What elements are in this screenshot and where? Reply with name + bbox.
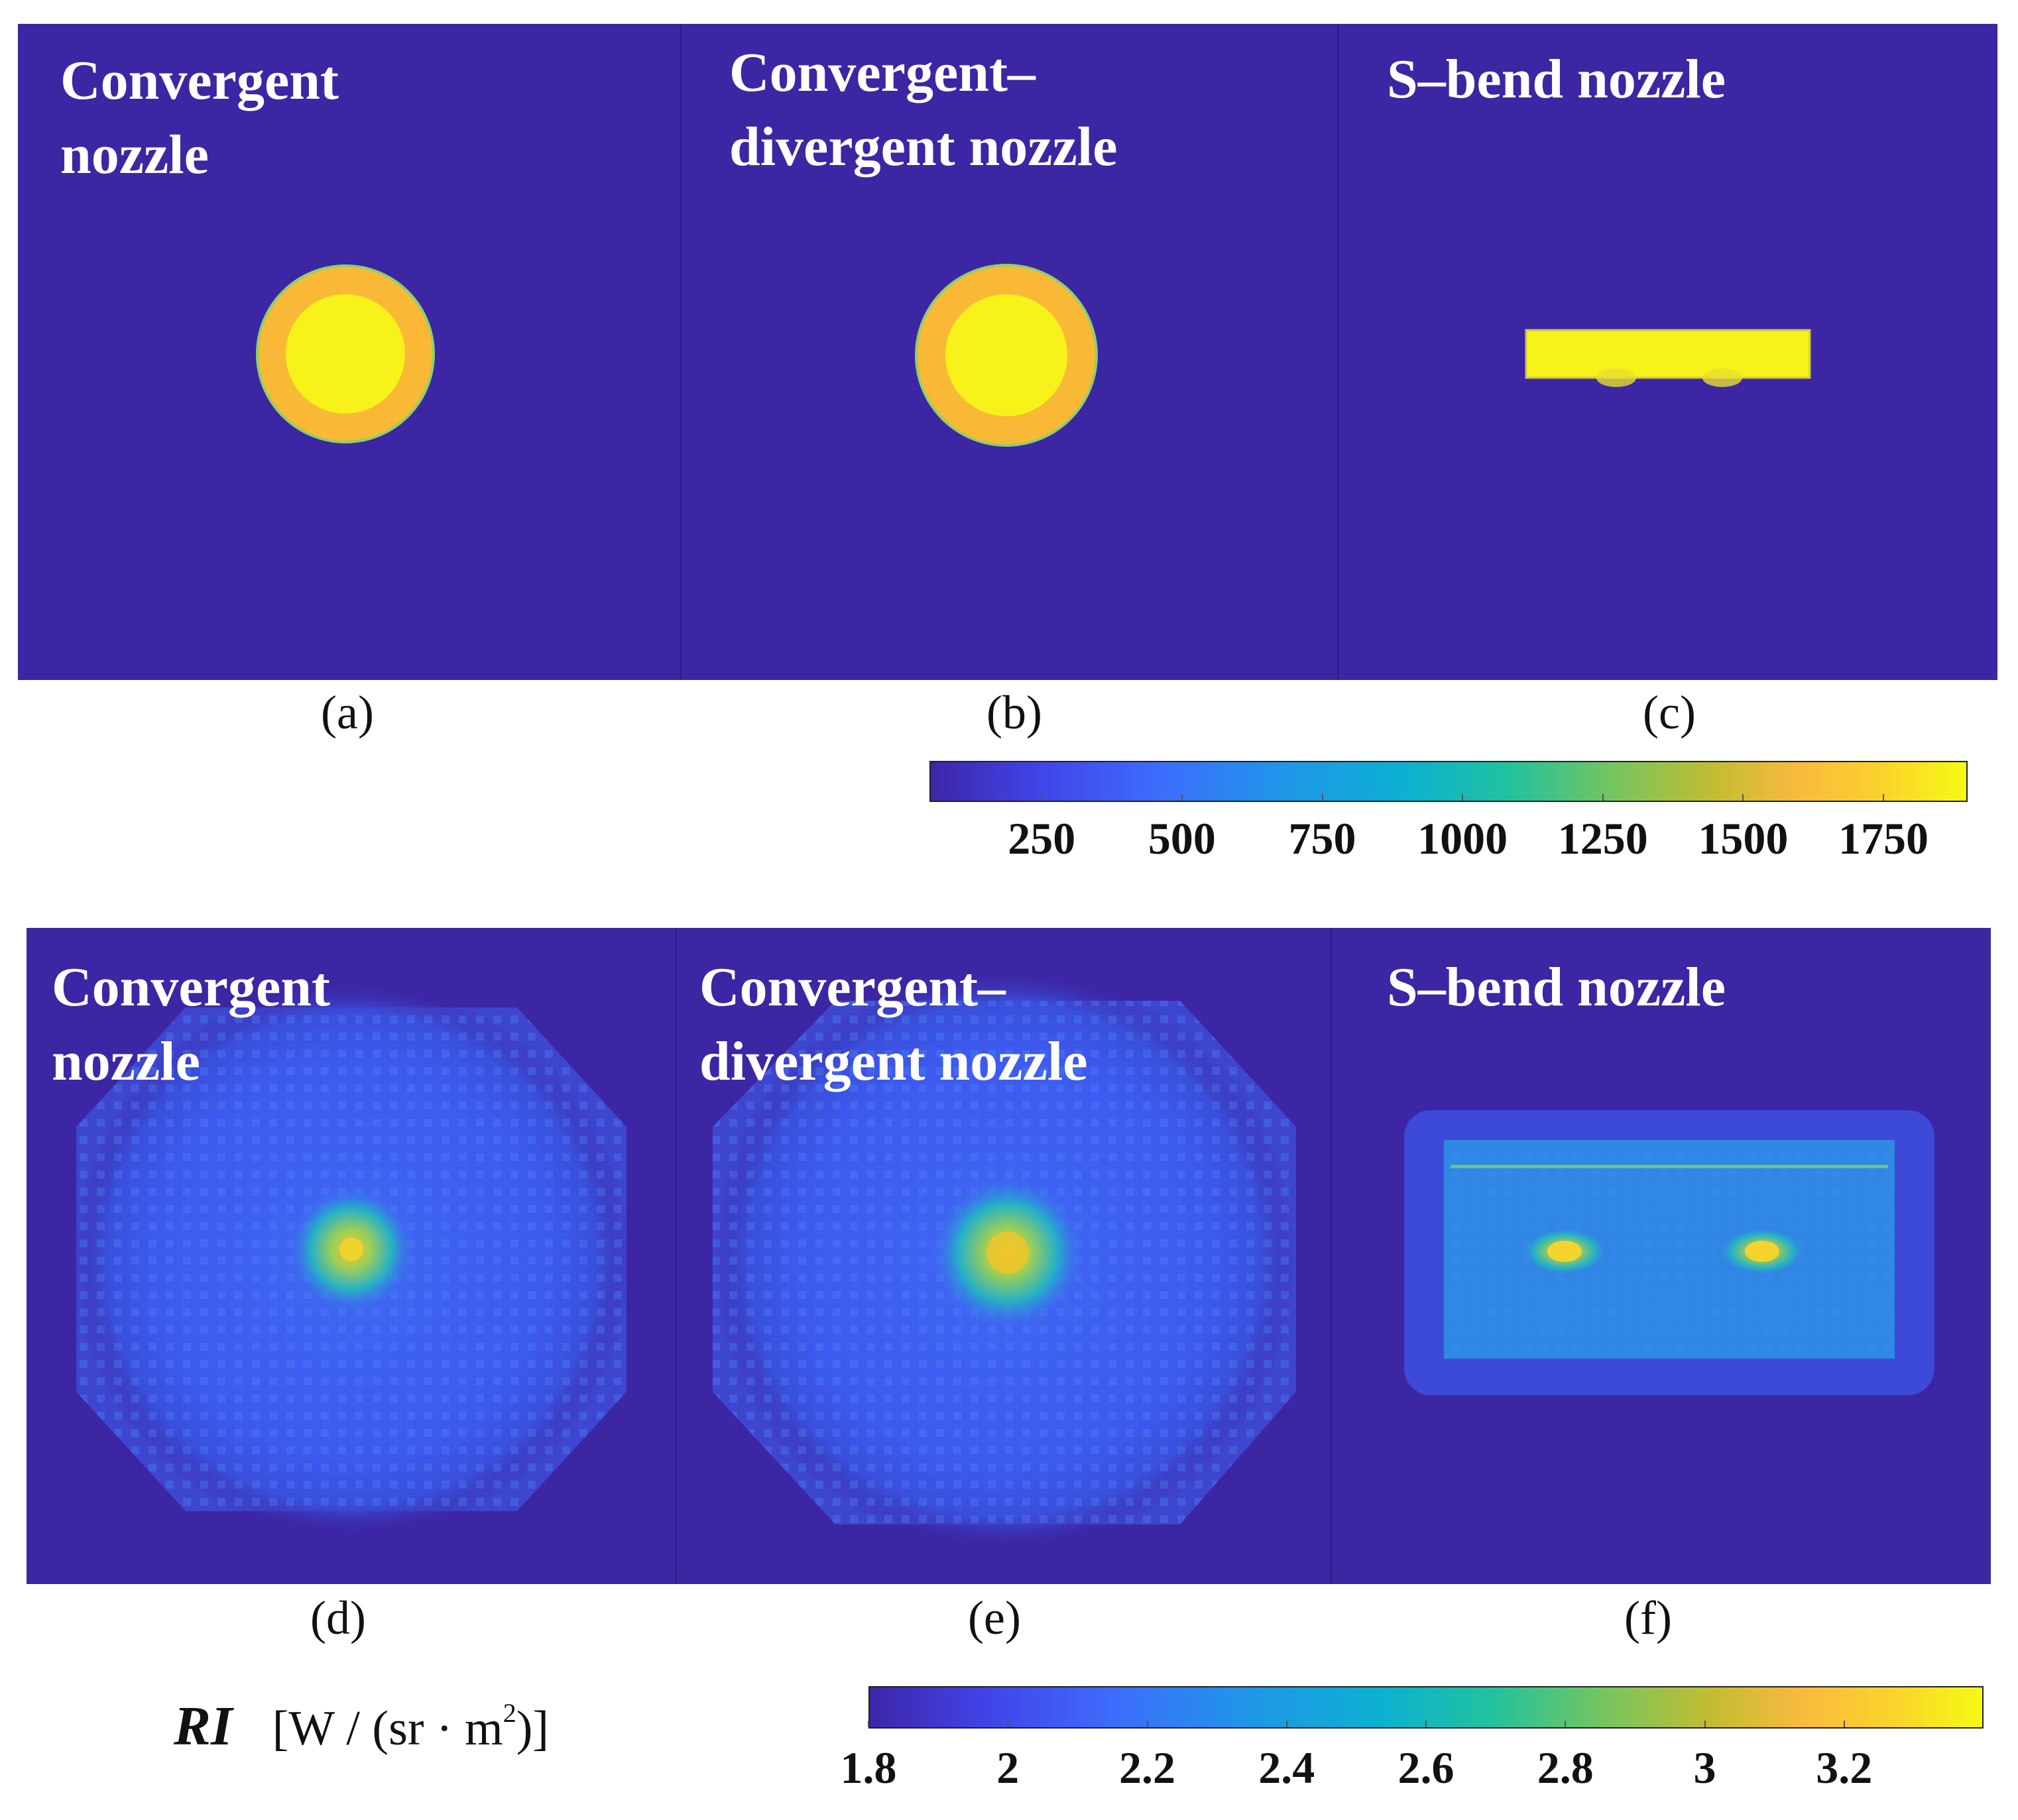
colorbar-bottom-tick-mark xyxy=(868,1721,869,1727)
colorbar-top-tick-mark xyxy=(1742,794,1744,801)
label-e: (e) xyxy=(968,1591,1021,1644)
panel-d-title-line2: nozzle xyxy=(52,1031,200,1092)
colorbar-bottom-tick-label: 2.2 xyxy=(1119,1742,1175,1793)
colorbar-top-tick-label: 1250 xyxy=(1557,813,1648,864)
panel-e-image xyxy=(713,968,1296,1551)
panel-f-image xyxy=(1404,1110,1934,1395)
colorbar-top-tick-mark xyxy=(1462,794,1464,801)
hotspot-core xyxy=(986,1231,1029,1274)
colorbar-top-tick-mark xyxy=(1181,794,1183,801)
panel-f-title: S–bend nozzle xyxy=(1387,950,1726,1025)
panel-e-title-line2: divergent nozzle xyxy=(699,1031,1088,1092)
panel-b-title: Convergent– divergent nozzle xyxy=(729,36,1118,184)
panel-c: S–bend nozzle xyxy=(1338,24,1997,680)
colorbar-top-tick-label: 1500 xyxy=(1698,813,1789,864)
colorbar-top-tick-mark xyxy=(1321,794,1323,801)
nozzle-core xyxy=(945,294,1067,416)
panel-f: S–bend nozzle xyxy=(1331,928,1991,1584)
ri-unit-prefix: [W / (sr · m xyxy=(272,1701,503,1756)
panel-f-title-line1: S–bend nozzle xyxy=(1387,956,1726,1018)
colorbar-bottom-tick-mark xyxy=(1146,1721,1148,1727)
colorbar-top-tick-mark xyxy=(1041,794,1043,801)
panel-e-title: Convergent– divergent nozzle xyxy=(699,950,1088,1099)
nozzle-outlet-shade xyxy=(1702,369,1742,387)
label-c: (c) xyxy=(1643,686,1696,739)
colorbar-bottom-tick-mark xyxy=(1007,1721,1009,1727)
panel-c-title-line1: S–bend nozzle xyxy=(1387,48,1726,110)
label-a: (a) xyxy=(321,686,374,739)
hotspot-left-core xyxy=(1547,1241,1582,1262)
colorbar-top-tick-label: 250 xyxy=(1008,813,1076,864)
colorbar-bottom-tick-label: 2.6 xyxy=(1397,1742,1454,1793)
colorbar-top-tick-label: 500 xyxy=(1148,813,1216,864)
hotspot-core xyxy=(339,1237,363,1261)
colorbar-bottom-tick-label: 2.8 xyxy=(1537,1742,1594,1793)
panel-c-image xyxy=(1525,329,1811,387)
colorbar-top-gradient xyxy=(929,761,1968,802)
label-b: (b) xyxy=(986,686,1042,739)
ri-symbol: RI xyxy=(174,1695,233,1757)
plume-rect-grid xyxy=(1444,1140,1895,1359)
ri-unit: [W / (sr · m2)] xyxy=(272,1698,550,1756)
panel-d-title-line1: Convergent xyxy=(52,956,330,1018)
panel-e: Convergent– divergent nozzle xyxy=(676,928,1331,1584)
label-d: (d) xyxy=(310,1591,366,1644)
ri-unit-exp: 2 xyxy=(503,1698,516,1728)
nozzle-outlet-rect xyxy=(1525,329,1811,379)
panel-d-image xyxy=(73,981,630,1538)
panel-a-title-line1: Convergent xyxy=(60,50,339,111)
colorbar-bottom-tick-mark xyxy=(1425,1721,1427,1727)
panel-a-title: Convergent nozzle xyxy=(60,44,339,192)
colorbar-bottom-tick-label: 1.8 xyxy=(840,1742,897,1793)
colorbar-top-tick-label: 1750 xyxy=(1838,813,1929,864)
panel-a: Convergent nozzle xyxy=(18,24,682,680)
colorbar-bottom-tick-mark xyxy=(1565,1721,1567,1727)
colorbar-bottom-tick-label: 3.2 xyxy=(1816,1742,1873,1793)
colorbar-top-tick-label: 1000 xyxy=(1417,813,1508,864)
nozzle-core xyxy=(286,294,405,414)
panel-a-title-line2: nozzle xyxy=(60,124,209,186)
colorbar-bottom-tick-mark xyxy=(1285,1721,1287,1727)
colorbar-bottom-tick-label: 2.4 xyxy=(1258,1742,1315,1793)
colorbar-quantity-label: RI [W / (sr · m2)] xyxy=(174,1694,549,1758)
colorbar-top-tick-label: 750 xyxy=(1288,813,1356,864)
panel-b-image xyxy=(915,264,1098,447)
colorbar-bottom-tick-mark xyxy=(1704,1721,1706,1727)
panel-d: Convergent nozzle xyxy=(27,928,676,1584)
colorbar-bottom-tick-mark xyxy=(1843,1721,1845,1727)
panel-c-title: S–bend nozzle xyxy=(1387,42,1726,117)
hotspot-right-core xyxy=(1745,1241,1779,1262)
colorbar-top-tick-mark xyxy=(1602,794,1604,801)
panel-e-title-line1: Convergent– xyxy=(699,956,1006,1018)
panel-a-image xyxy=(256,264,435,443)
ri-unit-suffix: )] xyxy=(516,1701,550,1756)
panel-b-title-line1: Convergent– xyxy=(729,42,1036,103)
colorbar-top-tick-mark xyxy=(1883,794,1885,801)
panel-b: Convergent– divergent nozzle xyxy=(682,24,1338,680)
label-f: (f) xyxy=(1624,1591,1672,1644)
colorbar-bottom-tick-label: 2 xyxy=(996,1742,1020,1793)
nozzle-outlet-shade xyxy=(1596,369,1636,387)
panel-b-title-line2: divergent nozzle xyxy=(729,116,1118,178)
colorbar-bottom-tick-label: 3 xyxy=(1693,1742,1716,1793)
panel-d-title: Convergent nozzle xyxy=(52,950,330,1099)
